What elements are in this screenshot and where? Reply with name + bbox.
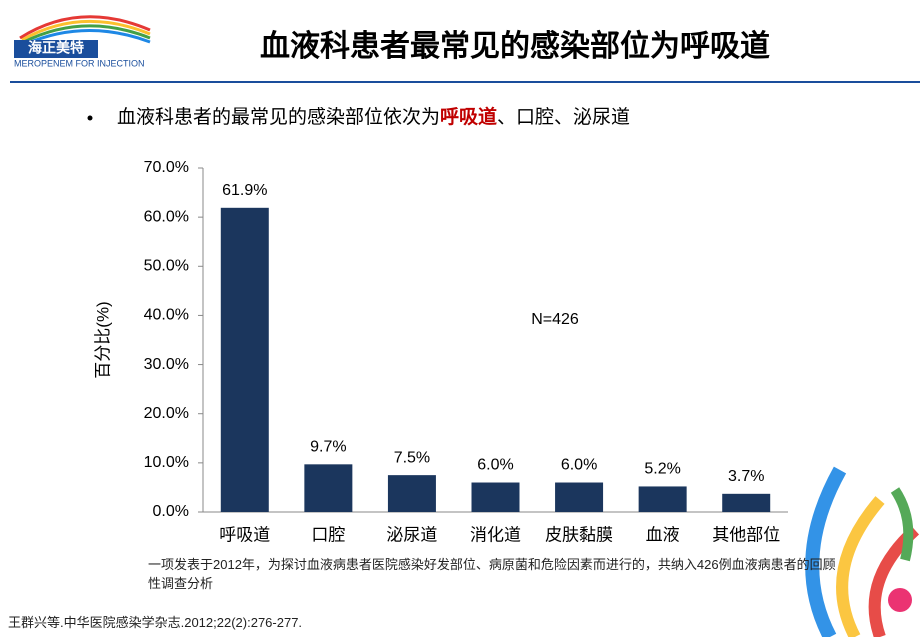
logo-text: 海正美特 <box>28 40 84 56</box>
x-tick-label: 皮肤黏膜 <box>545 525 613 544</box>
bar <box>638 486 687 512</box>
x-tick-label: 血液 <box>646 525 680 544</box>
bar <box>471 482 520 512</box>
x-tick-label: 泌尿道 <box>386 525 437 544</box>
logo-subtitle: MEROPENEM FOR INJECTION <box>14 58 145 68</box>
y-tick-label: 60.0% <box>144 208 189 225</box>
bullet-dot <box>87 115 93 121</box>
x-tick-label: 其他部位 <box>712 525 780 544</box>
footnote: 一项发表于2012年，为探讨血液病患者医院感染好发部位、病原菌和危险因素而进行的… <box>148 557 836 591</box>
value-label: 9.7% <box>310 439 346 456</box>
x-tick-label: 呼吸道 <box>219 525 270 544</box>
bullet-text: 血液科患者的最常见的感染部位依次为呼吸道、口腔、泌尿道 <box>117 105 630 128</box>
logo: 海正美特 MEROPENEM FOR INJECTION <box>14 15 151 68</box>
decoration <box>805 466 920 637</box>
value-label: 7.5% <box>394 449 430 466</box>
value-label: 6.0% <box>561 457 597 474</box>
slide-title: 血液科患者最常见的感染部位为呼吸道 <box>260 29 770 63</box>
value-label: 3.7% <box>728 468 764 485</box>
value-label: 5.2% <box>644 461 680 478</box>
y-tick-label: 50.0% <box>144 258 189 275</box>
y-axis-label: 百分比(%) <box>93 301 112 378</box>
bar <box>220 207 269 512</box>
bar <box>555 482 604 512</box>
bar <box>722 493 771 512</box>
y-tick-label: 10.0% <box>144 454 189 471</box>
value-label: 61.9% <box>222 182 267 199</box>
y-tick-label: 70.0% <box>144 159 189 176</box>
y-tick-label: 20.0% <box>144 405 189 422</box>
x-tick-label: 消化道 <box>470 525 521 544</box>
bullet-highlight: 呼吸道 <box>440 105 497 128</box>
y-tick-label: 30.0% <box>144 356 189 373</box>
bullet-before: 血液科患者的最常见的感染部位依次为 <box>117 106 440 128</box>
annotation: N=426 <box>531 311 579 328</box>
bar <box>304 464 353 512</box>
y-tick-label: 40.0% <box>144 307 189 324</box>
y-tick-label: 0.0% <box>153 503 189 520</box>
bar <box>387 475 436 512</box>
x-tick-label: 口腔 <box>311 525 345 544</box>
bullet-after: 、口腔、泌尿道 <box>497 106 630 128</box>
reference: 王群兴等.中华医院感染学杂志.2012;22(2):276-277. <box>8 615 303 630</box>
value-label: 6.0% <box>477 457 513 474</box>
